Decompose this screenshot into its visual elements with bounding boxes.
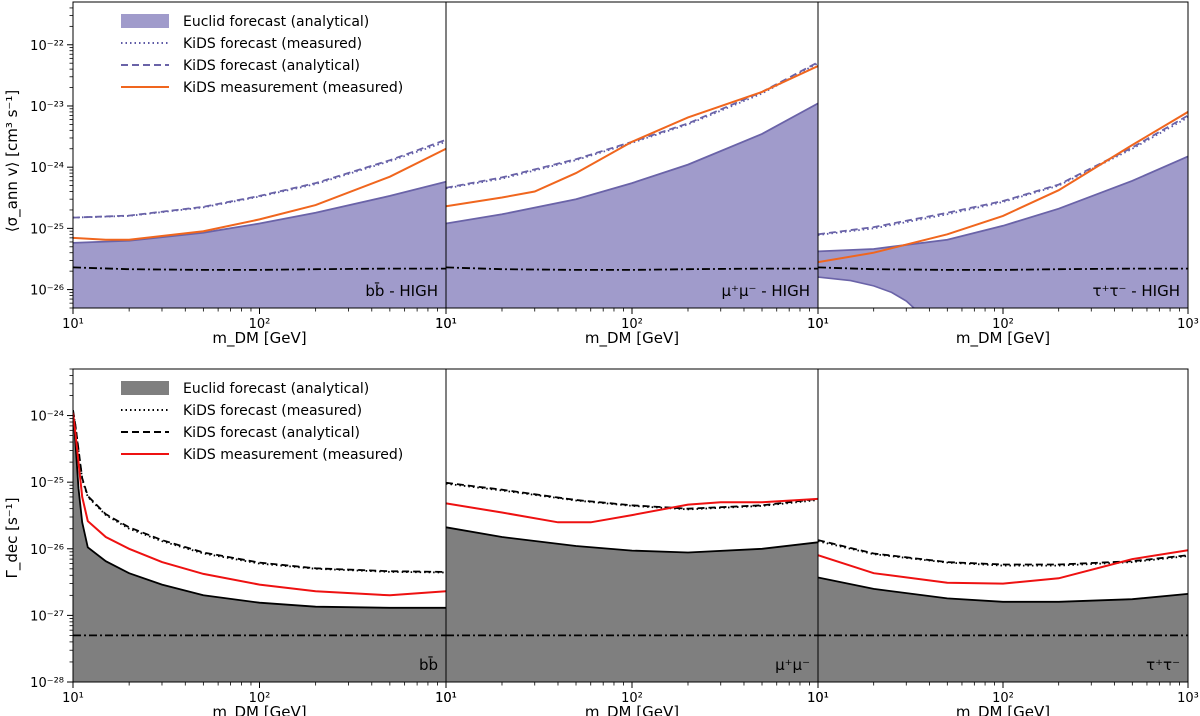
series-line-dashed xyxy=(73,410,446,573)
series-fill-area xyxy=(73,181,446,308)
chart-panel-6: 10¹ 10² 10³ m_DM [GeV] τ⁺τ⁻ xyxy=(807,368,1199,716)
plot-area xyxy=(446,61,818,308)
x-axis-label: m_DM [GeV] xyxy=(585,329,679,348)
y-tick-label: 10⁻²² xyxy=(30,39,64,54)
y-tick-label: 10⁻²⁴ xyxy=(30,161,64,176)
excluded-region-edge xyxy=(818,276,915,308)
chart-panel-4: 10¹ 10² 10¹ m_DM [GeV] 10⁻²⁸ 10⁻²⁷ 10⁻²⁶ 10⁻²⁵ 1… xyxy=(30,368,457,716)
x-axis-label: m_DM [GeV] xyxy=(956,329,1050,348)
series-fill-edge xyxy=(818,576,1188,603)
chart-panel-2: 10¹ 10² 10¹ m_DM [GeV] μ⁺μ⁻ - HIGH xyxy=(435,1,829,348)
chart-panels: 10¹ 10² 10¹ m_DM [GeV] 10⁻²⁶ 10⁻²⁵ 10⁻²⁴ 10⁻²³ 1… xyxy=(30,1,1199,716)
legend-swatch xyxy=(121,381,169,395)
y-tick-label: 10⁻²⁵ xyxy=(30,222,64,237)
bottom-panel-ylabel: Γ_dec [s⁻¹] xyxy=(3,497,22,578)
series-fill-edge xyxy=(73,410,446,609)
x-axis-label: m_DM [GeV] xyxy=(956,703,1050,716)
legend-label: KiDS forecast (measured) xyxy=(183,403,362,419)
x-tick-label: 10² xyxy=(249,317,271,332)
y-tick-label: 10⁻²⁷ xyxy=(30,609,64,624)
legend-label: Euclid forecast (analytical) xyxy=(183,381,369,397)
channel-label: bb̄ xyxy=(419,655,438,674)
series-line-solid xyxy=(446,65,818,208)
x-tick-label: 10¹ xyxy=(435,691,457,706)
x-tick-label: 10¹ xyxy=(435,691,457,706)
series-line-dashdot xyxy=(818,266,1188,271)
legend-label: KiDS forecast (measured) xyxy=(183,36,362,52)
chart-panel-3: 10¹ 10² 10³ m_DM [GeV] τ⁺τ⁻ - HIGH xyxy=(807,1,1199,348)
legend-label: KiDS measurement (measured) xyxy=(183,80,403,96)
legend-label: KiDS forecast (analytical) xyxy=(183,58,360,74)
x-tick-label: 10¹ xyxy=(807,317,829,332)
channel-label: μ⁺μ⁻ xyxy=(775,656,810,674)
legend-swatch xyxy=(121,14,169,28)
plot-area xyxy=(73,410,446,682)
chart-panel-5: 10¹ 10² 10¹ m_DM [GeV] μ⁺μ⁻ xyxy=(435,368,829,716)
series-line-solid xyxy=(818,549,1188,585)
chart-panel-1: 10¹ 10² 10¹ m_DM [GeV] 10⁻²⁶ 10⁻²⁵ 10⁻²⁴ 10⁻²³ 1… xyxy=(30,1,457,348)
x-tick-label: 10¹ xyxy=(807,691,829,706)
plot-area xyxy=(73,138,446,308)
x-tick-label: 10² xyxy=(249,691,271,706)
series-fill-area xyxy=(446,527,818,682)
series-fill-area xyxy=(818,577,1188,682)
series-fill-area xyxy=(446,103,818,308)
x-tick-label: 10² xyxy=(992,691,1014,706)
channel-label: bb̄ - HIGH xyxy=(365,281,438,300)
series-fill-edge xyxy=(446,102,818,225)
x-tick-label: 10¹ xyxy=(62,691,84,706)
y-tick-label: 10⁻²⁶ xyxy=(30,543,64,558)
x-axis-label: m_DM [GeV] xyxy=(212,329,306,348)
x-tick-label: 10¹ xyxy=(807,317,829,332)
series-line-solid xyxy=(73,412,446,597)
top-panel-ylabel: ⟨σ_ann v⟩ [cm³ s⁻¹] xyxy=(3,90,22,232)
x-axis-label: m_DM [GeV] xyxy=(585,703,679,716)
x-axis-label: m_DM [GeV] xyxy=(212,703,306,716)
x-tick-label: 10¹ xyxy=(807,691,829,706)
x-tick-label: 10¹ xyxy=(435,317,457,332)
series-line-dashed xyxy=(818,114,1188,236)
x-tick-label: 10² xyxy=(992,317,1014,332)
x-tick-label: 10¹ xyxy=(435,317,457,332)
y-tick-label: 10⁻²⁸ xyxy=(30,676,64,691)
channel-label: μ⁺μ⁻ - HIGH xyxy=(722,282,810,300)
series-line-solid xyxy=(73,147,446,241)
x-tick-label: 10¹ xyxy=(62,317,84,332)
legend-label: Euclid forecast (analytical) xyxy=(183,14,369,30)
plot-area xyxy=(818,111,1188,308)
series-line-dotted xyxy=(818,540,1188,567)
series-fill-area xyxy=(73,410,446,682)
series-fill-edge xyxy=(818,155,1188,253)
series-line-dashdot xyxy=(73,266,446,271)
series-fill-edge xyxy=(446,526,818,554)
series-line-solid xyxy=(446,497,818,524)
y-tick-label: 10⁻²⁴ xyxy=(30,410,64,425)
legend-label: KiDS forecast (analytical) xyxy=(183,425,360,441)
series-line-dashed xyxy=(446,481,818,510)
channel-label: τ⁺τ⁻ - HIGH xyxy=(1093,282,1180,300)
legend: Euclid forecast (analytical) KiDS forecas… xyxy=(121,14,403,96)
legend-label: KiDS measurement (measured) xyxy=(183,447,403,463)
series-line-dashed xyxy=(73,138,446,219)
plot-area xyxy=(446,481,818,682)
series-line-dashed xyxy=(818,539,1188,566)
y-tick-label: 10⁻²³ xyxy=(30,100,64,115)
y-tick-label: 10⁻²⁶ xyxy=(30,284,64,299)
series-line-dashdot xyxy=(446,266,818,271)
plot-area xyxy=(818,539,1188,682)
series-line-solid xyxy=(818,111,1188,264)
y-tick-label: 10⁻²⁵ xyxy=(30,476,64,491)
legend: Euclid forecast (analytical) KiDS forecas… xyxy=(121,381,403,463)
excluded-region xyxy=(818,277,914,308)
x-tick-label: 10² xyxy=(621,691,643,706)
x-tick-label: 10² xyxy=(621,317,643,332)
series-line-dotted xyxy=(73,410,446,574)
x-tick-label: 10³ xyxy=(1177,691,1199,706)
x-tick-label: 10³ xyxy=(1177,317,1199,332)
channel-label: τ⁺τ⁻ xyxy=(1146,656,1180,674)
